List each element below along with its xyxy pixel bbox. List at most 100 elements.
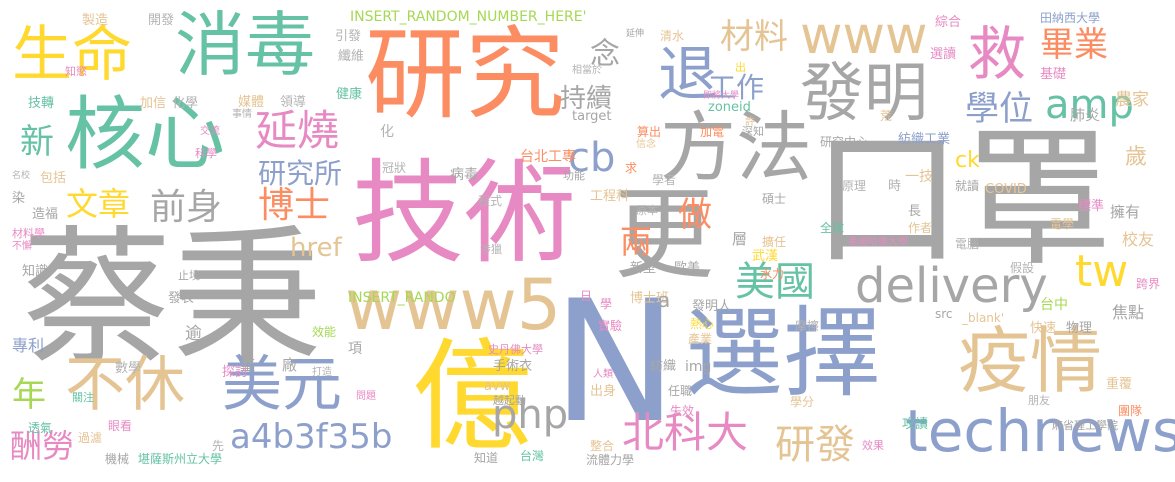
word-gongneng: 功能 (563, 169, 585, 182)
word-chudian: 出 (735, 61, 746, 74)
word-oumei: 歐美 (674, 261, 701, 276)
word-kuajie: 跨界 (1136, 277, 1161, 291)
word-www: www (800, 6, 928, 66)
word-caijia: 材料學 (12, 227, 45, 240)
word-qiu: 求 (625, 161, 638, 175)
word-jizhuan: 技轉 (28, 96, 55, 111)
word-tuandui: 團隊 (1118, 404, 1143, 418)
word-jishu: 技術 (352, 149, 576, 279)
word-fangfa: 方法 (660, 103, 812, 192)
word-jiu: 救 (968, 20, 1027, 88)
word-jiaoliu: 交流 (200, 126, 220, 137)
word-quanqiu: 全球 (820, 221, 845, 235)
word-pengyou: 朋友 (1028, 394, 1050, 407)
word-lianyu: 涉獵 (480, 243, 502, 256)
word-hua: 化 (380, 124, 394, 140)
word-mocha: 摩擦 (795, 319, 820, 333)
word-insert1: INSERT_RANDOM_NUMBER_HERE' (350, 9, 587, 25)
word-zhiwei: 纖維 (338, 49, 365, 64)
word-boshiban: 博士班 (630, 291, 670, 306)
word-choulao: 酬勞 (10, 427, 75, 465)
word-gongdu: 攻讀 (902, 417, 929, 432)
word-chixu: 持續 (560, 84, 613, 114)
word-yanjiusuo: 研究所 (258, 157, 343, 190)
word-meiguo: 美國 (735, 259, 815, 305)
word-liutilixue: 流體力學 (586, 453, 635, 467)
word-xuewei: 學位 (965, 89, 1033, 129)
word-ck: ck (955, 148, 980, 173)
word-www5: www5 (345, 264, 562, 346)
word-insert2: INSERT_RANDO (348, 290, 456, 306)
word-zuozhe: 作者 (908, 221, 933, 235)
word-blank: _blank' (962, 311, 1005, 325)
word-nian2: 念 (590, 37, 620, 72)
word-guolv: 過濾 (78, 431, 103, 445)
word-famingren: 發明人 (692, 299, 732, 314)
word-jiaodian: 焦點 (1112, 303, 1145, 322)
word-php: php (492, 392, 569, 438)
word-n: N (552, 264, 678, 460)
word-shoushuyi: 手術衣 (493, 359, 533, 374)
word-tui: 退 (658, 40, 718, 110)
word-zhuanli: 專利 (12, 336, 45, 355)
word-jiaxin: 加信 (140, 96, 167, 111)
word-zaofu: 造福 (32, 207, 59, 222)
word-qingshui: 清水 (660, 29, 685, 43)
word-yanjiu: 研究 (365, 16, 565, 133)
word-baohu: 包括 (40, 171, 67, 186)
word-yanlu: 延伸 (626, 29, 645, 39)
word-zhidao: 知道 (474, 451, 499, 465)
word-biye: 畢業 (1040, 25, 1108, 65)
word-xuexiao: 名校 (12, 171, 31, 181)
word-zhizao: 製造 (82, 13, 109, 28)
word-jiankang: 健康 (336, 87, 363, 102)
word-bingdu: 病毒 (450, 167, 478, 183)
word-kuoren: 擴任 (762, 235, 787, 249)
word-zhenjing: 止境 (178, 269, 200, 282)
word-huaxue: 化學 (172, 96, 199, 111)
word-boshi: 博士 (258, 185, 331, 226)
word-src: src (935, 307, 953, 321)
word-huang: 荒 (880, 109, 893, 123)
word-xuanze2: 選讀 (930, 47, 957, 62)
word-yongyou: 擁有 (1110, 203, 1141, 221)
word-xian: 先 (212, 439, 225, 453)
word-wuli: 物理 (1066, 321, 1093, 336)
word-xinlian: 信念 (636, 139, 656, 150)
word-nian: 年 (12, 375, 46, 415)
word-zoneid: zoneid (708, 100, 751, 115)
word-shixiao: 失效 (670, 404, 695, 418)
word-taibeigongzhuan: 台北工專 (520, 149, 576, 165)
word-biaozhun: 標準 (1078, 199, 1105, 214)
word-sui: 歲 (1125, 145, 1148, 170)
word-lala: 相當於 (572, 65, 602, 76)
word-yanjing: 眼看 (108, 419, 133, 433)
word-jiudu: 就讀 (955, 179, 980, 193)
word-chuan: 出身 (590, 384, 617, 399)
word-avw: avw (484, 379, 511, 394)
word-ke: 科學 (195, 147, 217, 160)
word-cailiao: 材料 (720, 17, 788, 57)
word-yuanben: 原本 (636, 204, 658, 217)
word-hexin: 核心 (65, 88, 225, 181)
word-yanjiuzhongxin: 研究中心 (820, 135, 869, 149)
word-shuoshi: 碩士 (762, 192, 787, 206)
word-jiqi: 基礎 (1040, 67, 1067, 82)
word-renqi: 任職 (668, 384, 693, 398)
word-kuaisu: 快速 (1030, 321, 1057, 336)
word-zhidian: 即將大學 (703, 91, 740, 101)
word-nongjia: 農家 (1115, 90, 1149, 110)
word-gongchengke: 工程科 (590, 189, 630, 204)
word-mit: 麻省理工學院 (1052, 419, 1118, 432)
word-kaifa: 開發 (148, 13, 175, 28)
word-xiaodu: 消毒 (175, 4, 315, 86)
word-yiji: 一技 (905, 169, 933, 185)
word-bukui: 不懈 (12, 241, 32, 252)
word-zhiyuan: 知慾 (65, 65, 87, 78)
word-meiyuan: 美元 (222, 350, 342, 420)
word-taizhong: 台中 (1040, 297, 1068, 313)
word-fubiao: 發表 (168, 291, 195, 306)
word-diannao: 電腦 (955, 237, 980, 251)
word-beikeda: 北科大 (622, 408, 749, 457)
